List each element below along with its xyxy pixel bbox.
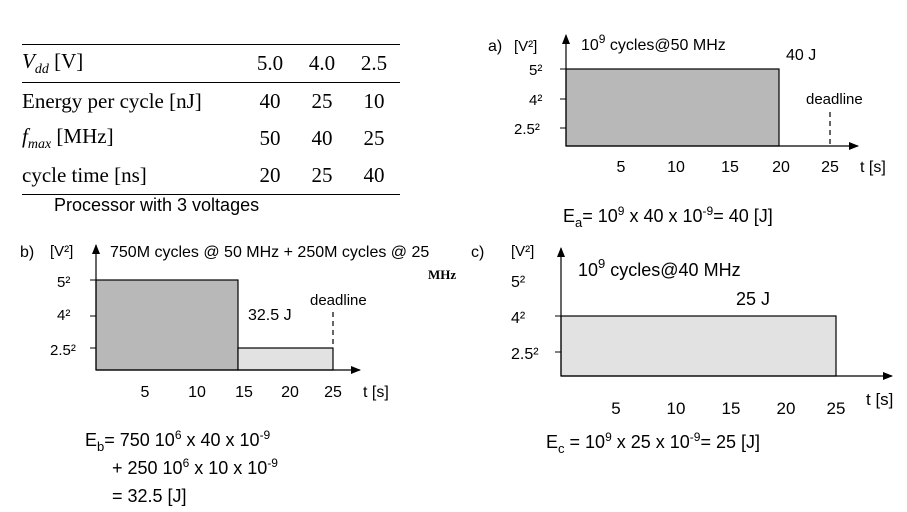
panel-c-y-unit: [V²] bbox=[511, 243, 534, 260]
panel-c-title: 109 cycles@40 MHz bbox=[578, 256, 741, 280]
panel-b-x-unit: t [s] bbox=[363, 384, 389, 401]
panel-a-xtick-label: 20 bbox=[772, 159, 790, 176]
table-row: Energy per cycle [nJ] 40 25 10 bbox=[22, 83, 400, 121]
table-cell: 50 bbox=[259, 126, 281, 150]
panel-b-ytick-label: 2.5² bbox=[50, 342, 76, 359]
panel-a: a) [V²] 109 cycles@50 MHz 40 J 5² 4² 2.5… bbox=[488, 32, 886, 230]
panel-a-ytick-label: 5² bbox=[529, 62, 542, 79]
table-cell: 25 bbox=[363, 126, 385, 150]
panel-b-xtick-label: 20 bbox=[281, 384, 299, 401]
panel-a-xtick-label: 10 bbox=[667, 159, 685, 176]
panel-c-ytick-label: 2.5² bbox=[511, 346, 539, 363]
panel-b-xtick-label: 10 bbox=[188, 384, 206, 401]
panel-a-energy: 40 J bbox=[786, 47, 816, 64]
panel-c-xtick-label: 10 bbox=[667, 399, 686, 418]
panel-b-ytick-label: 4² bbox=[57, 307, 70, 324]
panel-b-xtick-label: 25 bbox=[324, 384, 342, 401]
panel-b-title-unit: MHz bbox=[428, 267, 456, 282]
panel-b-bar-low bbox=[237, 347, 334, 371]
table-row: fmax [MHz] 50 40 25 bbox=[22, 120, 400, 157]
panel-c-xtick-label: 25 bbox=[827, 399, 846, 418]
table-cell: 25 bbox=[296, 157, 348, 195]
panel-c-x-unit: t [s] bbox=[866, 390, 893, 409]
panel-a-y-unit: [V²] bbox=[514, 38, 537, 55]
panel-c-ytick-label: 4² bbox=[511, 310, 526, 327]
energy-label: Energy per cycle [nJ] bbox=[22, 89, 202, 113]
panel-a-xtick-label: 15 bbox=[721, 159, 739, 176]
panel-c-energy: 25 J bbox=[736, 289, 770, 309]
panel-a-xtick-label: 5 bbox=[617, 159, 626, 176]
panel-a-ytick-label: 2.5² bbox=[514, 121, 540, 138]
table-header-row: Vdd [V] 5.0 4.0 2.5 bbox=[22, 44, 400, 83]
panel-c-xtick-label: 15 bbox=[722, 399, 741, 418]
table-cell: 5.0 bbox=[244, 44, 296, 83]
panel-a-formula: Ea= 109 x 40 x 10-9= 40 [J] bbox=[563, 204, 773, 230]
panel-b-formula-line3: = 32.5 [J] bbox=[112, 486, 187, 506]
panel-c-bar bbox=[560, 315, 837, 377]
panel-a-title: 109 cycles@50 MHz bbox=[581, 32, 726, 54]
panel-b-tag: b) bbox=[20, 244, 34, 261]
panel-b-formula-line1: Eb= 750 106 x 40 x 10-9 bbox=[85, 428, 271, 454]
panel-b-bar-high bbox=[95, 279, 239, 371]
panel-c-xtick-label: 5 bbox=[611, 399, 620, 418]
panel-c-tag: c) bbox=[471, 244, 484, 261]
panel-b: b) [V²] 750M cycles @ 50 MHz + 250M cycl… bbox=[20, 243, 456, 506]
cycle-time-label: cycle time [ns] bbox=[22, 157, 244, 195]
panel-b-title: 750M cycles @ 50 MHz + 250M cycles @ 25 bbox=[110, 244, 429, 261]
panel-b-xtick-label: 15 bbox=[235, 384, 253, 401]
panel-a-bar bbox=[565, 68, 780, 147]
table-cell: 4.0 bbox=[296, 44, 348, 83]
panel-a-x-unit: t [s] bbox=[860, 159, 886, 176]
panel-b-ytick-label: 5² bbox=[57, 274, 70, 291]
table-caption: Processor with 3 voltages bbox=[54, 195, 260, 215]
table-row: cycle time [ns] 20 25 40 bbox=[22, 157, 400, 195]
panel-a-deadline-label: deadline bbox=[806, 91, 863, 108]
panel-c-xtick-label: 20 bbox=[777, 399, 796, 418]
panel-b-deadline-label: deadline bbox=[310, 292, 367, 309]
fmax-label: fmax [MHz] bbox=[22, 123, 114, 153]
table-cell: 2.5 bbox=[348, 44, 400, 83]
table-cell: 20 bbox=[244, 157, 296, 195]
panel-a-tag: a) bbox=[488, 38, 502, 55]
table-cell: 40 bbox=[348, 157, 400, 195]
panel-c: c) [V²] 109 cycles@40 MHz 25 J 5² 4² 2.5… bbox=[471, 243, 893, 456]
panel-a-xtick-label: 25 bbox=[821, 159, 839, 176]
processor-table: Vdd [V] 5.0 4.0 2.5 Energy per cycle [nJ… bbox=[22, 44, 400, 195]
panel-c-ytick-label: 5² bbox=[511, 274, 526, 291]
panel-b-xtick-label: 5 bbox=[141, 384, 150, 401]
panel-a-ytick-label: 4² bbox=[529, 92, 542, 109]
table-cell: 40 bbox=[259, 89, 281, 113]
panel-b-formula-line2: + 250 106 x 10 x 10-9 bbox=[112, 456, 278, 478]
table-cell: 10 bbox=[363, 89, 385, 113]
table-cell: 40 bbox=[311, 126, 333, 150]
panel-b-y-unit: [V²] bbox=[50, 243, 73, 260]
vdd-label: Vdd [V] bbox=[22, 44, 244, 83]
panel-b-energy: 32.5 J bbox=[248, 307, 292, 324]
panel-c-formula: Ec = 109 x 25 x 10-9= 25 [J] bbox=[546, 430, 760, 456]
table-cell: 25 bbox=[311, 89, 333, 113]
